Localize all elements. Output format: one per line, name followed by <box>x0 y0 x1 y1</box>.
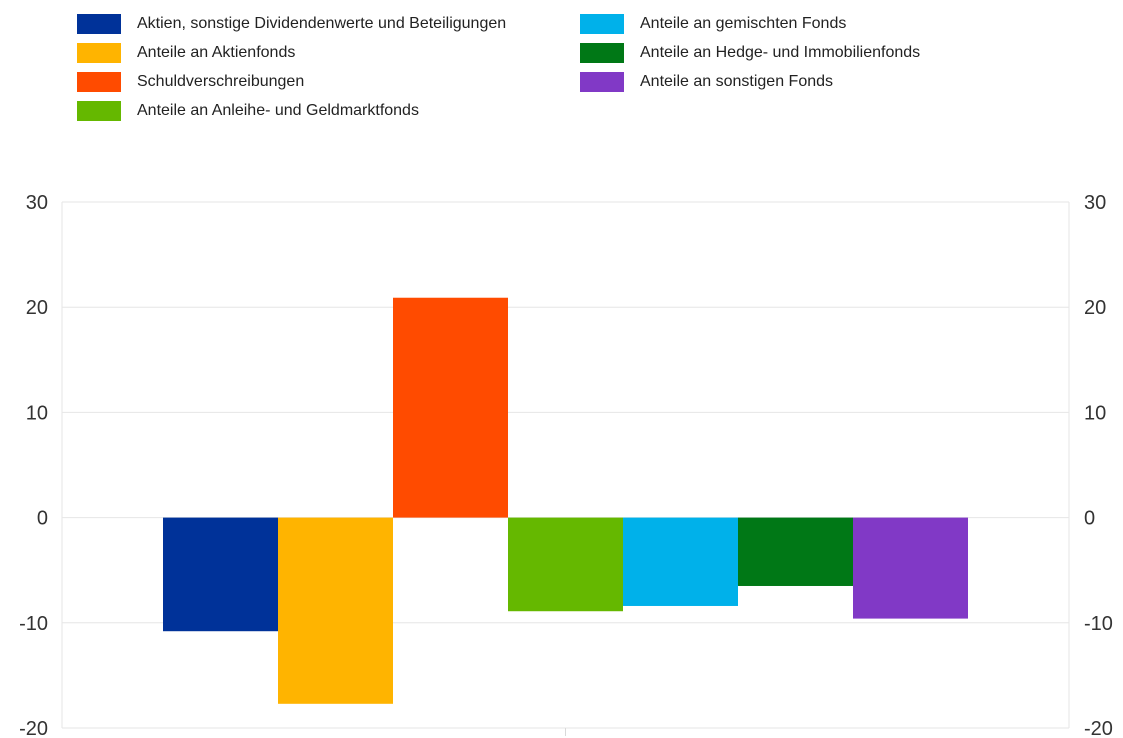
legend-label: Aktien, sonstige Dividendenwerte und Bet… <box>137 15 507 32</box>
legend-swatch <box>77 72 121 92</box>
bar <box>278 517 393 704</box>
y-tick-label-right: 30 <box>1084 192 1106 214</box>
legend-label: Anteile an sonstigen Fonds <box>640 73 834 90</box>
legend-item: Anteile an Anleihe- und Geldmarktfonds <box>77 99 419 123</box>
bar <box>508 517 623 612</box>
legend-item: Anteile an sonstigen Fonds <box>580 70 833 94</box>
legend-swatch <box>580 72 624 92</box>
bars <box>163 297 968 704</box>
bar <box>163 517 278 632</box>
y-tick-label-left: -20 <box>19 718 48 738</box>
legend-swatch <box>77 43 121 63</box>
legend-label: Schuldverschreibungen <box>137 73 305 90</box>
y-tick-label-left: 30 <box>26 192 48 214</box>
legend-swatch <box>77 14 121 34</box>
legend-label: Anteile an Hedge- und Immobilienfonds <box>640 44 921 61</box>
y-tick-label-right: -20 <box>1084 718 1113 738</box>
y-tick-label-left: 0 <box>37 508 48 530</box>
y-axis-left: 30 20 10 0 -10 -20 <box>19 192 48 738</box>
bar <box>853 517 968 619</box>
bar <box>623 517 738 606</box>
y-tick-label-left: -10 <box>19 613 48 635</box>
legend-label: Anteile an Aktienfonds <box>137 44 296 61</box>
y-tick-label-right: 0 <box>1084 508 1095 530</box>
bar <box>738 517 853 586</box>
legend-item: Anteile an Hedge- und Immobilienfonds <box>580 41 920 65</box>
legend-label: Anteile an Anleihe- und Geldmarktfonds <box>137 102 419 119</box>
legend-item: Anteile an Aktienfonds <box>77 41 295 65</box>
y-axis-right: 30 20 10 0 -10 -20 <box>1084 192 1113 738</box>
y-tick-label-right: 20 <box>1084 297 1106 319</box>
legend-item: Schuldverschreibungen <box>77 70 304 94</box>
legend-item: Anteile an gemischten Fonds <box>580 12 846 36</box>
y-tick-label-right: 10 <box>1084 402 1106 424</box>
bar <box>393 297 508 518</box>
y-tick-label-left: 20 <box>26 297 48 319</box>
legend-swatch <box>77 101 121 121</box>
legend-item: Aktien, sonstige Dividendenwerte und Bet… <box>77 12 506 36</box>
chart-legend: Aktien, sonstige Dividendenwerte und Bet… <box>0 0 1123 130</box>
legend-swatch <box>580 14 624 34</box>
legend-swatch <box>580 43 624 63</box>
y-tick-label-left: 10 <box>26 402 48 424</box>
legend-label: Anteile an gemischten Fonds <box>640 15 847 32</box>
y-tick-label-right: -10 <box>1084 613 1113 635</box>
gridlines <box>61 201 1070 736</box>
